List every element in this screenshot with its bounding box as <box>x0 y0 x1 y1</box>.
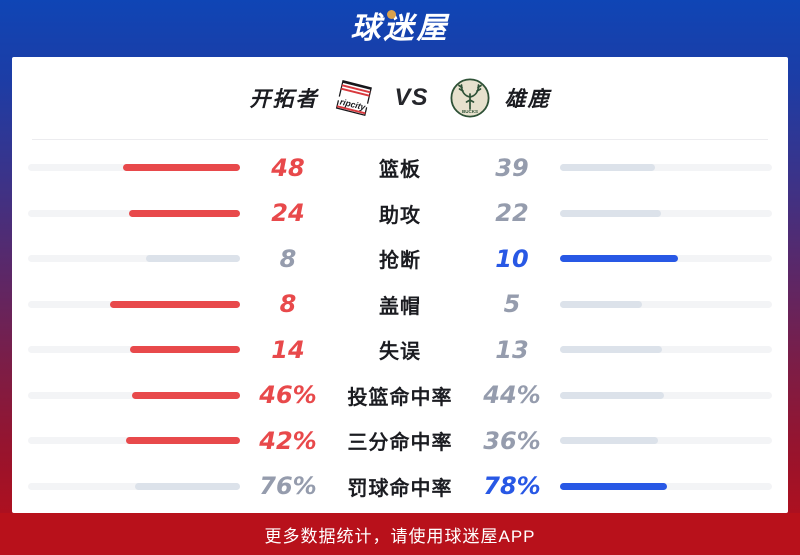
vs-label: VS <box>394 84 429 111</box>
away-value: 36% <box>483 426 541 455</box>
home-value: 42% <box>259 426 317 455</box>
stat-label: 盖帽 <box>379 295 421 318</box>
stat-row: 42% 三分命中率 36% <box>28 418 772 464</box>
home-value: 8 <box>279 244 297 273</box>
away-bar-fill <box>560 482 668 490</box>
home-bar-track <box>28 346 240 354</box>
home-bar-track <box>28 255 240 263</box>
home-value: 46% <box>259 381 317 410</box>
stat-label: 抢断 <box>379 250 421 273</box>
home-bar-track <box>28 164 240 172</box>
home-bar-track <box>28 437 240 445</box>
away-bar-fill <box>560 391 664 399</box>
bucks-logo-text: BUCKS <box>461 109 477 114</box>
stat-label: 助攻 <box>379 204 421 227</box>
away-value: 78% <box>483 472 541 501</box>
home-bar-fill <box>109 300 240 308</box>
away-value: 44% <box>483 381 541 410</box>
stat-row: 8 抢断 10 <box>28 236 772 282</box>
home-value: 48 <box>271 153 305 182</box>
stat-row: 76% 罚球命中率 78% <box>28 464 772 510</box>
home-bar-fill <box>129 209 240 217</box>
bucks-logo-icon: BUCKS <box>449 78 490 118</box>
away-bar-track <box>560 437 772 445</box>
home-bar-fill <box>131 391 240 399</box>
away-bar-fill <box>560 164 655 172</box>
stat-row: 8 盖帽 5 <box>28 282 772 328</box>
matchup-header: 开拓者 ripcity <box>12 57 788 139</box>
app-logo: 球迷屋 <box>350 9 450 45</box>
home-bar-fill <box>145 255 240 263</box>
home-bar-track <box>28 482 240 490</box>
stats-card: 开拓者 ripcity <box>12 57 788 513</box>
home-bar-fill <box>135 482 240 490</box>
away-bar-fill <box>560 437 658 445</box>
stat-label: 篮板 <box>379 159 421 182</box>
stat-label: 三分命中率 <box>347 432 453 455</box>
stat-row: 48 篮板 39 <box>28 145 772 191</box>
away-bar-fill <box>560 346 662 354</box>
stat-label: 投篮命中率 <box>347 386 453 409</box>
away-bar-track <box>560 209 772 217</box>
stat-row: 14 失误 13 <box>28 327 772 373</box>
basketball-dot-icon <box>386 9 396 19</box>
away-bar-track <box>560 391 772 399</box>
away-bar-track <box>560 300 772 308</box>
app-logo-text: 球迷屋 <box>350 11 450 45</box>
away-value: 13 <box>495 335 529 364</box>
away-bar-track <box>560 164 772 172</box>
away-bar-fill <box>560 209 662 217</box>
home-bar-fill <box>125 437 240 445</box>
home-value: 8 <box>279 290 297 319</box>
home-bar-fill <box>129 346 240 354</box>
footer-promo-text: 更多数据统计，请使用球迷屋APP <box>264 526 536 546</box>
home-value: 24 <box>271 199 305 228</box>
stat-row: 24 助攻 22 <box>28 191 772 237</box>
stats-list: 48 篮板 39 24 助攻 22 8 抢断 10 8 盖帽 5 <box>12 140 788 513</box>
away-team-name: 雄鹿 <box>504 88 551 111</box>
away-bar-fill <box>560 300 642 308</box>
home-bar-track <box>28 209 240 217</box>
away-bar-track <box>560 346 772 354</box>
stat-label: 失误 <box>379 341 421 364</box>
stat-label: 罚球命中率 <box>347 477 453 500</box>
app-footer-banner: 更多数据统计，请使用球迷屋APP <box>0 513 800 555</box>
away-value: 10 <box>495 244 529 273</box>
trail-blazers-ripcity-logo-icon: ripcity <box>333 77 373 119</box>
home-value: 76% <box>259 472 317 501</box>
away-value: 22 <box>495 199 529 228</box>
away-value: 39 <box>495 153 529 182</box>
home-bar-track <box>28 391 240 399</box>
home-bar-track <box>28 300 240 308</box>
home-bar-fill <box>122 164 240 172</box>
away-bar-track <box>560 255 772 263</box>
matchup-divider <box>32 139 768 140</box>
home-team-name: 开拓者 <box>249 88 319 111</box>
away-value: 5 <box>503 290 521 319</box>
app-header: 球迷屋 <box>0 0 800 57</box>
stat-row: 46% 投篮命中率 44% <box>28 373 772 419</box>
home-value: 14 <box>271 335 305 364</box>
away-bar-track <box>560 482 772 490</box>
away-bar-fill <box>560 255 678 263</box>
